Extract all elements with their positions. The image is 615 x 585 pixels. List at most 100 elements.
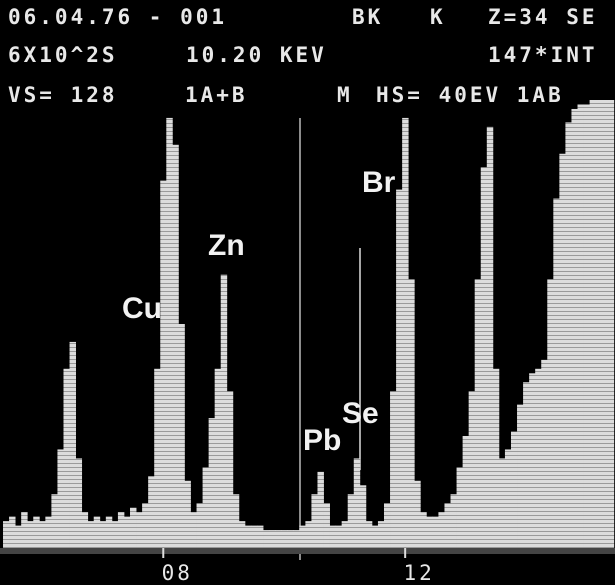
spectrum-bar (130, 507, 137, 548)
spectrum-bar (45, 516, 52, 548)
spectrum-bar (33, 516, 40, 548)
spectrum-bar (396, 189, 403, 548)
spectrum-bar (232, 494, 240, 548)
spectrum-bar (365, 521, 373, 548)
spectrum-bar (57, 449, 64, 548)
spectrum-bar (390, 391, 397, 548)
spectrum-bar (9, 516, 16, 548)
spectrum-bar (420, 512, 427, 548)
header-text: 10.20 KEV (186, 43, 327, 67)
spectrum-bar (281, 530, 288, 548)
spectrum-bar (15, 525, 22, 548)
spectrum-bar (136, 512, 143, 548)
spectrum-bar (450, 494, 457, 548)
spectrum-bar (504, 449, 512, 548)
spectrum-bar (244, 525, 252, 548)
spectrum-bar (559, 153, 566, 548)
spectrum-bar (142, 503, 149, 548)
spectrum-bar (383, 503, 391, 548)
spectrum-bar (589, 100, 597, 548)
spectrum-bar (456, 467, 464, 548)
spectrum-bar (123, 516, 131, 548)
spectrum-bar (3, 521, 10, 548)
peak-label: Br (362, 166, 396, 199)
spectrum-bar (311, 494, 318, 548)
spectrum-bar (577, 104, 584, 548)
x-tick-label: 12 (404, 561, 435, 585)
spectrum-bar (154, 368, 161, 548)
spectrum-bar (160, 180, 167, 548)
spectrum-bar (565, 122, 572, 549)
spectrum-bar (63, 368, 70, 548)
spectrum-bar (444, 503, 451, 548)
spectrum-bar (595, 100, 603, 548)
spectrum-bar (87, 521, 95, 548)
spectrum-bar (263, 530, 270, 548)
spectrum-bar (547, 279, 554, 548)
peak-label: Cu (122, 292, 162, 325)
spectrum-bar (81, 512, 89, 548)
spectrum-bar (99, 521, 107, 548)
spectrum-bar (523, 382, 530, 548)
spectrum-bar (202, 467, 210, 548)
header-text: M (337, 83, 353, 107)
spectrum-bar (486, 126, 494, 548)
spectrum-bar (474, 279, 482, 548)
header-text: 147*INT (488, 43, 598, 67)
spectrum-bar (184, 480, 191, 548)
spectrum-bar (208, 418, 216, 548)
spectrum-bar (480, 167, 488, 548)
spectrum-bar (287, 530, 294, 548)
spectrum-bar (462, 436, 470, 548)
spectrum-bar (529, 373, 536, 548)
spectrum-bar (601, 100, 609, 548)
x-tick-label: 08 (162, 561, 193, 585)
header-text: 06.04.76 - 001 (8, 5, 227, 29)
spectrum-bar (535, 368, 542, 548)
spectrum-bar (39, 521, 46, 548)
spectrum-bar (117, 512, 125, 548)
peak-label: Zn (208, 229, 245, 262)
peak-label: Pb (303, 424, 341, 457)
spectrum-bar (402, 117, 409, 549)
spectrum-bar (214, 368, 222, 548)
spectrum-bar (359, 485, 367, 548)
spectrum-bar (341, 521, 349, 548)
spectrum-bar (166, 117, 173, 549)
spectrum-bar (571, 108, 578, 549)
spectrum-bar (426, 516, 433, 548)
spectrum-bar (607, 100, 615, 548)
spectrum-bar (293, 530, 300, 548)
spectrum-bar (583, 104, 591, 548)
spectrum-bar (257, 525, 264, 548)
spectrum-bar (498, 458, 506, 548)
header-text: K (430, 5, 446, 29)
spectrum-bar (353, 458, 361, 548)
header-text: 6X10^2S (8, 43, 118, 67)
header-text: VS= 128 (8, 83, 118, 107)
spectrum-bar (220, 274, 228, 548)
spectrum-bar (75, 458, 83, 548)
header-text: Z=34 SE (488, 5, 598, 29)
spectrum-bar (553, 198, 560, 548)
spectrum-bar (226, 391, 234, 548)
spectrum-bar (317, 471, 324, 548)
baseline-strip (0, 548, 615, 554)
spectrum-bar (468, 391, 476, 548)
spectrum-bar (178, 324, 185, 548)
spectrum-bar (51, 494, 58, 548)
spectrum-bar (541, 359, 548, 548)
spectrum-bar (510, 431, 518, 548)
spectrum-bar (172, 144, 179, 549)
spectrum-bar (21, 512, 28, 548)
spectrum-bar (111, 521, 119, 548)
spectrum-bar (347, 494, 355, 548)
header-text: BK (352, 5, 383, 29)
spectrum-bar (299, 525, 306, 548)
spectrum-bar (269, 530, 276, 548)
spectrum-bar (250, 525, 258, 548)
header-text: HS= 40EV 1AB (376, 83, 564, 107)
spectrum-bar (93, 516, 101, 548)
spectrum-bar (408, 279, 415, 548)
